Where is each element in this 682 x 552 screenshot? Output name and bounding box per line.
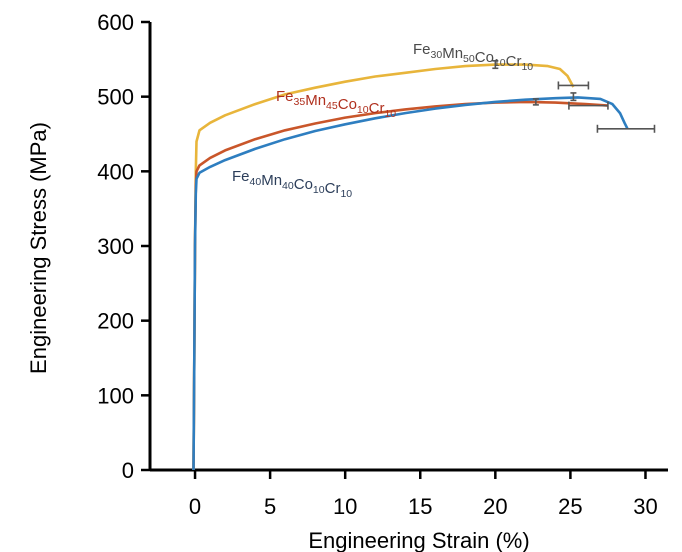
series-label: Fe40Mn40Co10Cr10 xyxy=(232,168,352,200)
series-labels: Fe30Mn50Co10Cr10Fe35Mn45Co10Cr10Fe40Mn40… xyxy=(232,41,533,200)
subscript: 40 xyxy=(282,180,294,192)
error-bar xyxy=(570,92,577,102)
series-line xyxy=(192,96,629,471)
x-tick-label: 0 xyxy=(189,494,201,519)
element-symbol: Cr xyxy=(369,100,385,117)
error-bar xyxy=(532,98,539,106)
subscript: 40 xyxy=(250,176,262,188)
y-tick-label: 600 xyxy=(97,10,134,35)
x-tick-label: 30 xyxy=(633,494,657,519)
y-tick-label: 400 xyxy=(97,159,134,184)
element-symbol: Co xyxy=(475,49,494,66)
series-line xyxy=(192,63,575,471)
series-lines xyxy=(192,63,629,471)
element-symbol: Cr xyxy=(325,180,341,197)
element-symbol: Fe xyxy=(232,168,250,185)
y-tick-label: 0 xyxy=(122,458,134,483)
x-tick-label: 5 xyxy=(264,494,276,519)
subscript: 10 xyxy=(384,108,396,120)
x-tick-label: 20 xyxy=(483,494,507,519)
error-bar xyxy=(557,81,590,90)
y-tick-label: 100 xyxy=(97,383,134,408)
x-tick-label: 10 xyxy=(333,494,357,519)
y-tick-label: 200 xyxy=(97,309,134,334)
y-tick-label: 300 xyxy=(97,234,134,259)
series-label: Fe30Mn50Co10Cr10 xyxy=(413,41,533,73)
subscript: 10 xyxy=(494,57,506,69)
series-line xyxy=(192,100,608,471)
element-symbol: Mn xyxy=(305,92,326,109)
error-bar xyxy=(492,60,499,70)
element-symbol: Mn xyxy=(442,45,463,62)
subscript: 45 xyxy=(326,100,338,112)
element-symbol: Co xyxy=(294,176,313,193)
y-tick-label: 500 xyxy=(97,85,134,110)
y-axis-title: Engineering Stress (MPa) xyxy=(26,122,51,374)
subscript: 10 xyxy=(340,188,352,200)
element-symbol: Fe xyxy=(276,88,294,105)
subscript: 10 xyxy=(313,184,325,196)
error-bars xyxy=(492,60,656,133)
error-bar xyxy=(568,101,609,110)
subscript: 30 xyxy=(431,49,443,61)
error-bar xyxy=(596,124,656,133)
subscript: 10 xyxy=(357,104,369,116)
element-symbol: Cr xyxy=(506,53,522,70)
subscript: 50 xyxy=(463,53,475,65)
x-tick-label: 25 xyxy=(558,494,582,519)
element-symbol: Mn xyxy=(261,172,282,189)
element-symbol: Fe xyxy=(413,41,431,58)
series-label: Fe35Mn45Co10Cr10 xyxy=(276,88,396,120)
subscript: 10 xyxy=(521,61,533,73)
x-axis-title: Engineering Strain (%) xyxy=(308,528,529,552)
x-tick-label: 15 xyxy=(408,494,432,519)
element-symbol: Co xyxy=(338,96,357,113)
subscript: 35 xyxy=(294,96,306,108)
